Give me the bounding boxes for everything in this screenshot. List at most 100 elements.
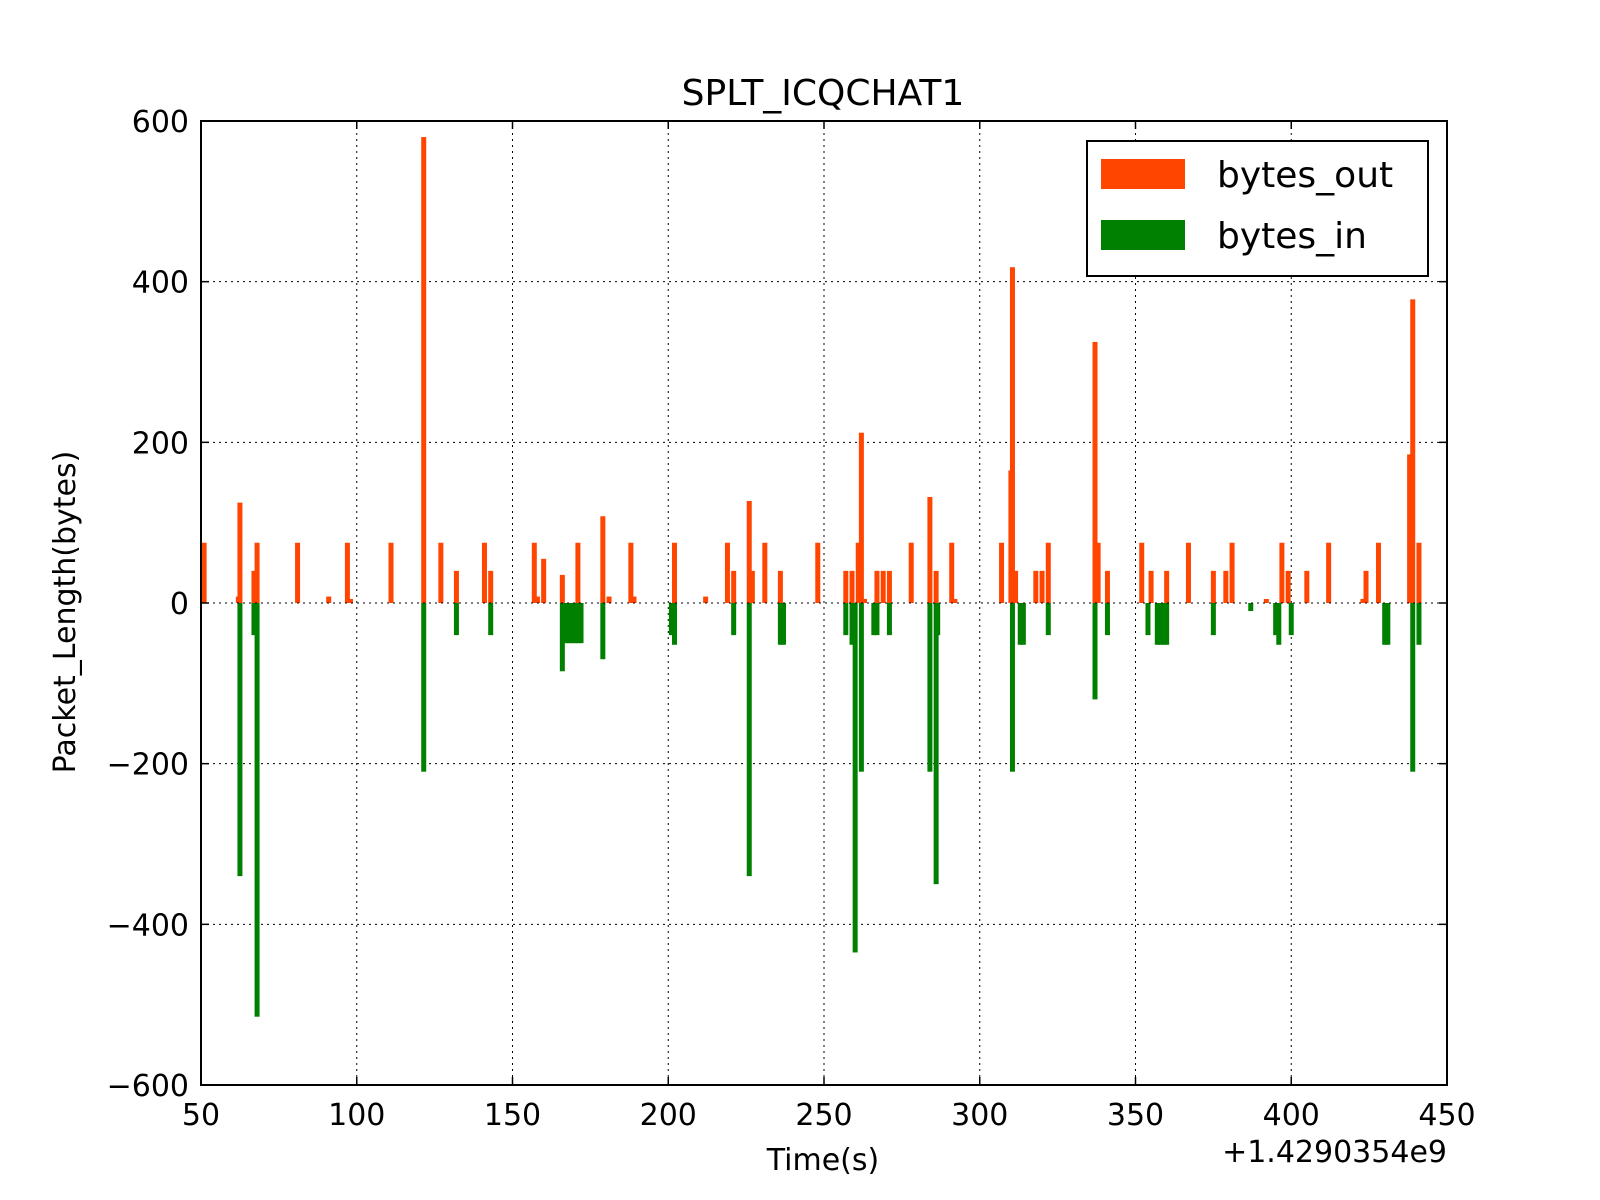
bar-bytes-in [1104, 603, 1110, 636]
series-bytes-in [237, 603, 1422, 1017]
chart-title: SPLT_ICQCHAT1 [682, 73, 965, 114]
bar-bytes-out [874, 570, 880, 603]
bar-bytes-out [1363, 570, 1369, 603]
bar-bytes-out [251, 570, 257, 603]
bar-bytes-out [254, 542, 260, 603]
bar-bytes-out [606, 596, 612, 603]
x-tick-label: 200 [640, 1098, 697, 1133]
bar-bytes-in [886, 603, 892, 636]
bar-bytes-out [1164, 570, 1170, 603]
bar-bytes-in [874, 603, 880, 636]
bar-bytes-in [1092, 603, 1098, 700]
y-tick-label: −400 [107, 908, 189, 943]
bar-bytes-in [1145, 603, 1151, 636]
x-tick-label: 100 [328, 1098, 385, 1133]
x-tick-label: 250 [795, 1098, 852, 1133]
bar-bytes-in [731, 603, 737, 636]
bar-bytes-out [628, 542, 634, 603]
bar-bytes-in [251, 603, 257, 636]
bar-bytes-in [843, 603, 849, 636]
bar-bytes-out [326, 596, 332, 603]
series-bytes-out [201, 137, 1422, 604]
bar-bytes-out [1223, 570, 1229, 603]
bar-bytes-in [849, 603, 855, 645]
bar-bytes-out [880, 570, 886, 603]
bar-bytes-out [949, 542, 955, 603]
bar-bytes-in [1045, 603, 1051, 636]
legend-swatch-bytes-out [1101, 159, 1185, 189]
bar-bytes-out [534, 596, 540, 603]
bar-bytes-in [871, 603, 877, 636]
bar-bytes-out [1360, 598, 1366, 603]
bar-bytes-out [1139, 542, 1145, 603]
bar-bytes-in [1385, 603, 1391, 645]
x-tick-label: 50 [182, 1098, 220, 1133]
bar-bytes-out [488, 570, 494, 603]
bar-bytes-out [559, 574, 565, 603]
bar-bytes-in [858, 603, 864, 772]
bar-bytes-in [671, 603, 677, 645]
bar-bytes-in [569, 603, 575, 644]
bar-bytes-out [724, 542, 730, 603]
bar-bytes-out [933, 570, 939, 603]
bar-bytes-in [1154, 603, 1160, 645]
bar-bytes-out [703, 596, 709, 603]
bar-bytes-in [254, 603, 260, 1017]
bar-bytes-out [1045, 542, 1051, 603]
bar-bytes-in [562, 603, 568, 644]
x-axis-label: Time(s) [766, 1143, 879, 1178]
bar-bytes-in [1382, 603, 1388, 645]
bar-bytes-out [531, 542, 537, 603]
bar-bytes-out [1410, 299, 1416, 603]
bar-bytes-in [1009, 603, 1015, 772]
bar-bytes-out [1104, 570, 1110, 603]
bar-bytes-out [1185, 542, 1191, 603]
bar-bytes-out [1263, 598, 1269, 603]
bar-bytes-in [1157, 603, 1163, 645]
bar-bytes-in [852, 603, 858, 953]
bar-bytes-in [575, 603, 581, 644]
bar-bytes-out [927, 496, 933, 603]
bar-bytes-out [575, 542, 581, 603]
bar-bytes-out [1039, 570, 1045, 603]
x-tick-label: 450 [1418, 1098, 1475, 1133]
bar-bytes-out [1013, 570, 1019, 603]
y-tick-label: 0 [170, 587, 189, 622]
bar-bytes-out [344, 542, 350, 603]
bar-bytes-in [746, 603, 752, 877]
bar-bytes-out [1092, 341, 1098, 603]
bar-bytes-out [348, 598, 354, 603]
bar-bytes-out [201, 542, 207, 603]
bar-bytes-in [453, 603, 459, 636]
bar-bytes-in [572, 603, 578, 644]
bar-bytes-in [559, 603, 565, 672]
x-tick-label: 150 [484, 1098, 541, 1133]
y-tick-label: −200 [107, 748, 189, 783]
bar-bytes-in [927, 603, 933, 772]
bar-bytes-in [1017, 603, 1023, 645]
bar-bytes-out [1375, 542, 1381, 603]
bar-bytes-in [933, 603, 939, 885]
bar-bytes-out [631, 596, 637, 603]
bar-bytes-out [858, 432, 864, 603]
bar-bytes-out [861, 598, 867, 603]
x-tick-label: 400 [1263, 1098, 1320, 1133]
bar-bytes-out [815, 542, 821, 603]
bar-bytes-out [1033, 570, 1039, 603]
bar-bytes-out [952, 598, 958, 603]
bar-bytes-out [453, 570, 459, 603]
bar-bytes-out [1279, 542, 1285, 603]
bar-bytes-out [600, 516, 606, 603]
bar-bytes-out [1095, 542, 1101, 603]
bar-bytes-in [1248, 603, 1254, 612]
bar-bytes-in [600, 603, 606, 660]
bar-bytes-out [1210, 570, 1216, 603]
x-tick-label: 350 [1107, 1098, 1164, 1133]
bar-bytes-in [1410, 603, 1416, 772]
bar-bytes-in [1276, 603, 1282, 645]
bar-bytes-in [1161, 603, 1167, 645]
bar-bytes-in [1288, 603, 1294, 636]
bar-bytes-in [668, 603, 674, 636]
bar-bytes-out [1416, 542, 1422, 603]
